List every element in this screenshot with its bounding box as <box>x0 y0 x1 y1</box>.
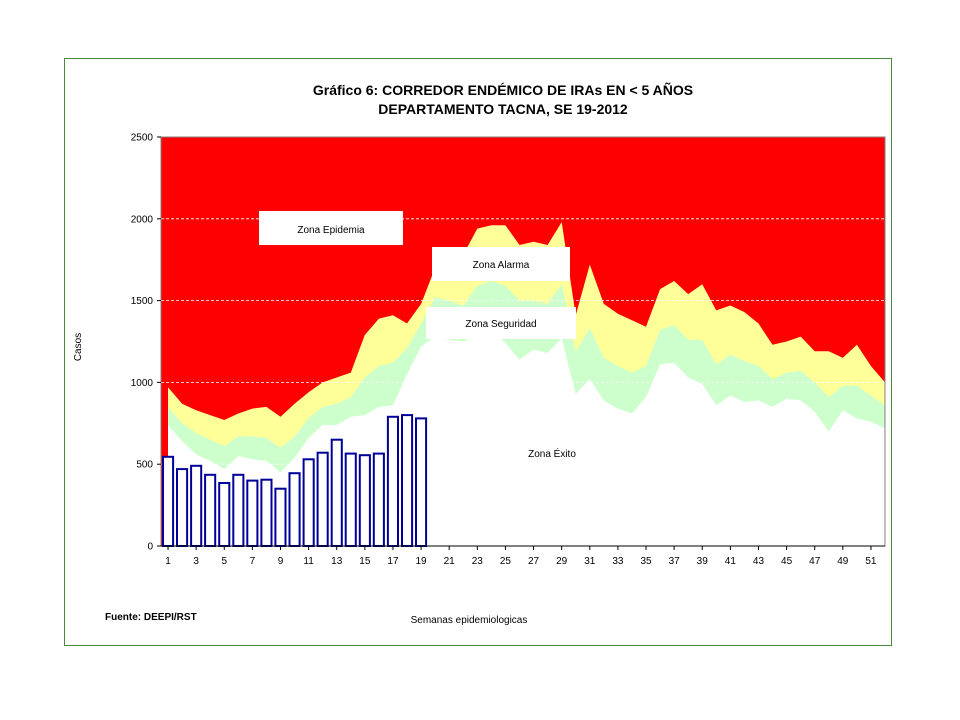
cases-bar-week-16 <box>372 452 385 548</box>
cases-bar-week-6 <box>232 473 245 547</box>
zone-epidemia-label-box <box>259 211 403 245</box>
x-tick-label: 5 <box>221 556 227 567</box>
chart-title-line1: Gráfico 6: CORREDOR ENDÉMICO DE IRAs EN … <box>313 81 693 98</box>
x-tick-label: 7 <box>250 556 256 567</box>
cases-bar-week-18 <box>401 414 414 547</box>
y-tick-label: 1500 <box>131 296 154 307</box>
x-tick-label: 45 <box>781 556 793 567</box>
x-tick-label: 31 <box>584 556 596 567</box>
zone-alarma-label: Zona Alarma <box>473 260 530 271</box>
cases-bar-week-5 <box>218 482 231 547</box>
zone-epidemia-label: Zona Epidemia <box>297 225 365 236</box>
y-tick-label: 500 <box>136 460 153 471</box>
x-tick-label: 41 <box>725 556 737 567</box>
x-tick-label: 51 <box>865 556 877 567</box>
zone-seguridad-label: Zona Seguridad <box>465 319 536 330</box>
x-tick-label: 37 <box>669 556 681 567</box>
x-tick-label: 23 <box>472 556 484 567</box>
chart-canvas: Gráfico 6: CORREDOR ENDÉMICO DE IRAs EN … <box>73 81 886 626</box>
cases-bar-week-10 <box>288 472 301 548</box>
cases-bar-week-2 <box>176 468 189 548</box>
x-tick-label: 9 <box>278 556 284 567</box>
x-tick-label: 21 <box>444 556 456 567</box>
cases-bar-week-13 <box>330 438 343 548</box>
plot-area <box>160 136 886 548</box>
x-tick-label: 47 <box>809 556 821 567</box>
cases-bar-week-3 <box>190 464 203 547</box>
zone-seguridad-label-box <box>426 307 576 339</box>
chart-frame: Gráfico 6: CORREDOR ENDÉMICO DE IRAs EN … <box>64 58 892 646</box>
x-tick-label: 29 <box>556 556 568 567</box>
y-tick-label: 2500 <box>131 133 154 144</box>
x-tick-label: 27 <box>528 556 540 567</box>
y-tick-label: 0 <box>147 542 153 553</box>
zone-exito-label: Zona Éxito <box>528 447 576 460</box>
y-axis-ticks: 0 500 1000 1500 2000 2500 <box>131 133 161 553</box>
x-tick-label: 3 <box>193 556 199 567</box>
x-tick-label: 13 <box>331 556 343 567</box>
cases-bar-week-12 <box>316 451 329 548</box>
x-tick-label: 33 <box>612 556 624 567</box>
source-note: Fuente: DEEPI/RST <box>105 612 197 623</box>
x-tick-label: 1 <box>165 556 171 567</box>
cases-bar-week-7 <box>246 479 259 548</box>
y-tick-label: 2000 <box>131 214 154 225</box>
x-axis-ticks: 1 3 5 7 9 11 13 15 17 19 21 23 25 27 29 31 33 35 37 39 41 43 4… <box>161 545 885 567</box>
cases-bar-week-14 <box>344 452 357 548</box>
cases-bar-week-9 <box>274 487 287 548</box>
x-tick-label: 25 <box>500 556 512 567</box>
x-axis-label: Semanas epidemiologicas <box>411 615 528 626</box>
cases-bars <box>162 414 428 548</box>
y-axis-label: Casos <box>73 333 84 361</box>
chart-title-line2: DEPARTAMENTO TACNA, SE 19-2012 <box>378 101 628 117</box>
cases-bar-week-11 <box>302 458 315 547</box>
cases-bar-week-19 <box>415 417 428 547</box>
zone-alarma-label-box <box>432 247 570 281</box>
x-tick-label: 43 <box>753 556 765 567</box>
y-tick-label: 1000 <box>131 378 154 389</box>
cases-bar-week-8 <box>260 478 273 548</box>
cases-bar-week-1 <box>162 455 175 547</box>
cases-bar-week-4 <box>204 473 217 547</box>
cases-bar-week-15 <box>358 454 371 548</box>
x-tick-label: 35 <box>640 556 652 567</box>
x-tick-label: 17 <box>387 556 399 567</box>
x-tick-label: 11 <box>303 556 314 567</box>
x-tick-label: 19 <box>416 556 428 567</box>
cases-bar-week-17 <box>386 415 399 547</box>
x-tick-label: 39 <box>697 556 709 567</box>
x-tick-label: 49 <box>837 556 849 567</box>
x-tick-label: 15 <box>359 556 371 567</box>
